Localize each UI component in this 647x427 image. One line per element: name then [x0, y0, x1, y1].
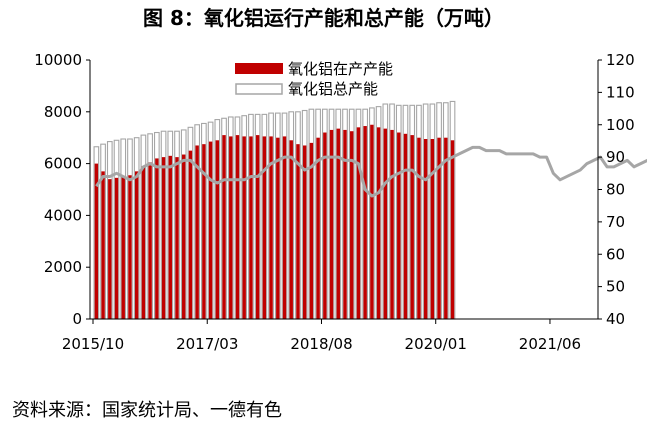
running-capacity-bar — [182, 154, 186, 319]
running-capacity-bar — [249, 136, 253, 319]
y-right-tick-label: 70 — [606, 213, 625, 231]
running-capacity-bar — [255, 135, 260, 319]
x-tick-label: 2015/10 — [62, 335, 124, 353]
legend-swatch-total — [235, 83, 283, 95]
running-capacity-bar — [242, 136, 246, 319]
running-capacity-bar — [363, 126, 367, 319]
running-capacity-bars — [94, 124, 455, 320]
running-capacity-bar — [202, 144, 206, 319]
running-capacity-bar — [329, 129, 334, 319]
running-capacity-bar — [309, 142, 314, 319]
x-tick-label: 2021/06 — [519, 335, 581, 353]
running-capacity-bar — [444, 137, 448, 319]
running-capacity-bar — [316, 137, 320, 319]
running-capacity-bar — [423, 139, 428, 319]
y-right-tick-label: 110 — [606, 83, 635, 101]
running-capacity-bar — [262, 136, 267, 319]
source-note: 资料来源：国家统计局、一德有色 — [12, 400, 282, 421]
running-capacity-bar — [302, 145, 307, 319]
running-capacity-bar — [141, 166, 146, 319]
running-capacity-bar — [155, 158, 159, 319]
y-right-tick-label: 50 — [606, 278, 625, 296]
running-capacity-bar — [148, 162, 152, 319]
legend-label-running: 氧化铝在产产能 — [288, 60, 393, 78]
running-capacity-bar — [195, 145, 199, 319]
running-capacity-bar — [376, 127, 381, 319]
running-capacity-bar — [397, 132, 401, 319]
y-left-tick-label: 8000 — [44, 103, 82, 121]
running-capacity-bar — [450, 140, 455, 319]
y-left-tick-label: 0 — [72, 310, 82, 328]
running-capacity-bar — [161, 157, 166, 320]
running-capacity-bar — [134, 171, 139, 319]
running-capacity-bar — [296, 144, 300, 319]
y-right-tick-label: 40 — [606, 310, 625, 328]
running-capacity-bar — [336, 128, 340, 319]
y-left-tick-label: 2000 — [44, 258, 82, 276]
running-capacity-bar — [437, 137, 441, 319]
running-capacity-bar — [188, 150, 193, 319]
legend-swatch-running — [235, 63, 283, 74]
running-capacity-bar — [430, 139, 435, 319]
running-capacity-bar — [403, 133, 408, 319]
running-capacity-bar — [114, 177, 119, 319]
chart-title: 图 8：氧化铝运行产能和总产能（万吨） — [143, 6, 504, 30]
running-capacity-bar — [269, 136, 273, 319]
running-capacity-bar — [175, 157, 179, 320]
running-capacity-bar — [229, 136, 233, 319]
y-right-tick-label: 60 — [606, 245, 625, 263]
y-right-tick-label: 90 — [606, 148, 625, 166]
running-capacity-bar — [128, 175, 132, 319]
x-tick-label: 2018/08 — [290, 335, 352, 353]
running-capacity-bar — [168, 155, 172, 319]
y-left-tick-label: 4000 — [44, 206, 82, 224]
total-capacity-bars — [93, 100, 456, 320]
rate-line — [95, 145, 647, 198]
running-capacity-bar — [343, 129, 347, 319]
rate-line-layer — [95, 145, 647, 198]
axes: 0 2000 4000 6000 8000 10000 40 50 60 70 80 90 100 110… — [34, 51, 634, 353]
running-capacity-bar — [410, 135, 414, 319]
running-capacity-bar — [101, 171, 105, 319]
running-capacity-bar — [356, 127, 361, 319]
running-capacity-bar — [235, 135, 240, 319]
y-left-tick-label: 6000 — [44, 155, 82, 173]
y-right-tick-label: 120 — [606, 51, 635, 69]
running-capacity-bar — [94, 163, 99, 319]
x-tick-label: 2017/03 — [176, 335, 238, 353]
x-tick-label: 2020/01 — [405, 335, 467, 353]
running-capacity-bar — [276, 137, 280, 319]
legend-label-total: 氧化铝总产能 — [288, 80, 378, 98]
running-capacity-bar — [383, 128, 388, 319]
running-capacity-bar — [370, 124, 374, 319]
running-capacity-bar — [350, 131, 354, 319]
running-capacity-bar — [289, 140, 293, 319]
y-right-tick-label: 80 — [606, 181, 625, 199]
running-capacity-bar — [222, 135, 226, 319]
running-capacity-bar — [215, 140, 220, 319]
y-right-tick-label: 100 — [606, 116, 635, 134]
running-capacity-bar — [108, 179, 112, 319]
running-capacity-bar — [390, 129, 394, 319]
running-capacity-bar — [323, 132, 327, 319]
running-capacity-bar — [208, 141, 213, 319]
running-capacity-bar — [417, 137, 421, 319]
y-left-tick-label: 10000 — [34, 51, 82, 69]
running-capacity-bar — [282, 136, 287, 319]
running-capacity-bar — [121, 176, 125, 319]
